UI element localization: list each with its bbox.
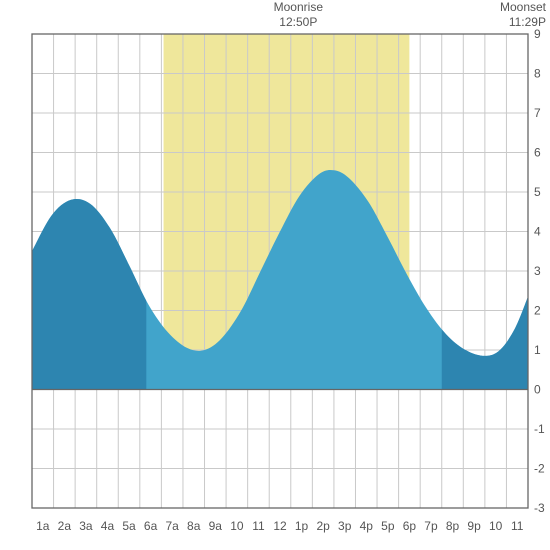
svg-text:4p: 4p <box>360 519 374 533</box>
svg-text:7p: 7p <box>424 519 438 533</box>
chart-svg: -3-2-101234567891a2a3a4a5a6a7a8a9a101112… <box>0 0 550 550</box>
moonset-label: Moonset 11:29P <box>476 0 546 30</box>
moonset-text: Moonset <box>476 0 546 15</box>
svg-text:6p: 6p <box>403 519 417 533</box>
svg-text:-3: -3 <box>534 501 545 515</box>
svg-text:3p: 3p <box>338 519 352 533</box>
svg-text:5: 5 <box>534 185 541 199</box>
svg-text:9a: 9a <box>209 519 223 533</box>
tide-chart: -3-2-101234567891a2a3a4a5a6a7a8a9a101112… <box>0 0 550 550</box>
svg-text:11: 11 <box>511 519 524 533</box>
svg-text:1a: 1a <box>36 519 50 533</box>
svg-text:-2: -2 <box>534 462 545 476</box>
svg-text:2a: 2a <box>58 519 72 533</box>
svg-text:2p: 2p <box>316 519 330 533</box>
svg-text:6: 6 <box>534 146 541 160</box>
svg-text:1: 1 <box>534 343 541 357</box>
svg-text:10: 10 <box>230 519 244 533</box>
svg-text:8: 8 <box>534 67 541 81</box>
svg-text:5a: 5a <box>122 519 136 533</box>
svg-text:2: 2 <box>534 304 541 318</box>
svg-text:1p: 1p <box>295 519 309 533</box>
moonrise-text: Moonrise <box>263 0 333 15</box>
svg-text:8a: 8a <box>187 519 201 533</box>
svg-text:5p: 5p <box>381 519 395 533</box>
svg-text:7: 7 <box>534 106 541 120</box>
svg-text:7a: 7a <box>165 519 179 533</box>
svg-text:6a: 6a <box>144 519 158 533</box>
svg-text:10: 10 <box>489 519 503 533</box>
svg-text:0: 0 <box>534 383 541 397</box>
svg-text:4a: 4a <box>101 519 115 533</box>
svg-text:3: 3 <box>534 264 541 278</box>
svg-text:8p: 8p <box>446 519 460 533</box>
moonrise-time: 12:50P <box>263 15 333 30</box>
svg-text:9p: 9p <box>467 519 481 533</box>
moonrise-label: Moonrise 12:50P <box>263 0 333 30</box>
svg-text:-1: -1 <box>534 422 545 436</box>
svg-text:12: 12 <box>273 519 287 533</box>
moonset-time: 11:29P <box>476 15 546 30</box>
svg-text:4: 4 <box>534 225 541 239</box>
svg-text:11: 11 <box>252 519 265 533</box>
svg-text:3a: 3a <box>79 519 93 533</box>
